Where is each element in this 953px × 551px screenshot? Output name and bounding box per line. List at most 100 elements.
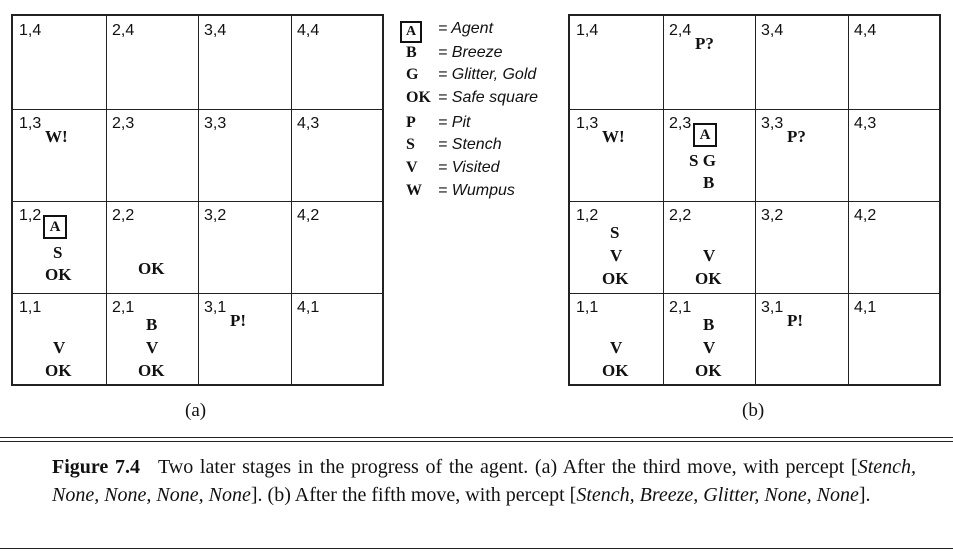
legend-definition: = Visited bbox=[438, 159, 500, 176]
legend-definition: = Breeze bbox=[438, 44, 503, 61]
cell-coordinate: 4,2 bbox=[297, 207, 320, 224]
cell-percept-mark: V bbox=[610, 246, 623, 265]
grid-line-horizontal bbox=[570, 201, 939, 202]
grid-cell-4-4: 4,4 bbox=[848, 16, 939, 109]
grid-line-vertical bbox=[198, 16, 199, 384]
grid-cell-2-3: 2,3 bbox=[106, 109, 198, 201]
cell-coordinate: 4,1 bbox=[854, 299, 877, 316]
cell-percept-mark: S bbox=[53, 243, 63, 262]
cell-coordinate: 3,4 bbox=[761, 22, 784, 39]
legend-symbol: G bbox=[406, 66, 419, 83]
cell-percept-mark: P? bbox=[695, 34, 714, 53]
grid-line-horizontal bbox=[13, 293, 382, 294]
grid-cell-1-4: 1,4 bbox=[13, 16, 106, 109]
legend-symbol: V bbox=[406, 159, 418, 176]
caption-text-2: ]. (b) After the fifth move, with percep… bbox=[250, 484, 577, 506]
grid-cell-4-3: 4,3 bbox=[848, 109, 939, 201]
agent-marker: A bbox=[693, 123, 717, 147]
cell-coordinate: 3,3 bbox=[761, 115, 784, 132]
cell-coordinate: 3,4 bbox=[204, 22, 227, 39]
cell-coordinate: 2,2 bbox=[669, 207, 692, 224]
percept-b: Stench, Breeze, Glitter, None, None bbox=[576, 484, 859, 506]
grid-line-horizontal bbox=[570, 293, 939, 294]
grid-cell-1-2: 1,2 S V OK bbox=[570, 201, 663, 293]
cell-percept-mark: B bbox=[703, 315, 715, 334]
grid-cell-2-1: 2,1 B V OK bbox=[663, 293, 755, 384]
subfigure-caption-a: (a) bbox=[185, 400, 207, 421]
cell-percept-mark: P! bbox=[787, 311, 804, 330]
grid-cell-3-2: 3,2 bbox=[755, 201, 848, 293]
legend-definition: = Safe square bbox=[438, 89, 539, 106]
cell-coordinate: 1,1 bbox=[576, 299, 599, 316]
grid-cell-1-2: 1,2 A S OK bbox=[13, 201, 106, 293]
cell-coordinate: 2,2 bbox=[112, 207, 135, 224]
caption-text-3: ]. bbox=[858, 484, 871, 506]
cell-coordinate: 4,3 bbox=[854, 115, 877, 132]
grid-line-vertical bbox=[291, 16, 292, 384]
cell-coordinate: 1,4 bbox=[19, 22, 42, 39]
cell-coordinate: 4,4 bbox=[297, 22, 320, 39]
cell-coordinate: 4,1 bbox=[297, 299, 320, 316]
cell-coordinate: 1,3 bbox=[19, 115, 42, 132]
legend-symbol: P bbox=[406, 114, 416, 131]
legend-definition: = Agent bbox=[438, 20, 494, 37]
legend-definition: = Glitter, Gold bbox=[438, 66, 537, 83]
legend-definition: = Wumpus bbox=[438, 182, 515, 199]
legend-symbol: A bbox=[400, 21, 422, 43]
figure-caption: Figure 7.4 Two later stages in the progre… bbox=[52, 453, 916, 509]
cell-percept-mark: W! bbox=[602, 127, 625, 146]
grid-cell-2-3: 2,3 A S G B bbox=[663, 109, 755, 201]
grid-cell-1-1: 1,1 V OK bbox=[570, 293, 663, 384]
cell-coordinate: 2,4 bbox=[669, 22, 692, 39]
cell-percept-mark: P? bbox=[787, 127, 806, 146]
percept-a: Stench, None, None, None, None bbox=[52, 456, 917, 506]
caption-rule-top-double bbox=[0, 441, 953, 442]
grid-cell-4-3: 4,3 bbox=[291, 109, 382, 201]
cell-percept-mark: OK bbox=[138, 259, 165, 278]
caption-rule-top bbox=[0, 437, 953, 438]
grid-line-horizontal bbox=[570, 109, 939, 110]
grid-cell-3-3: 3,3 bbox=[198, 109, 291, 201]
grid-cell-1-3: 1,3 W! bbox=[570, 109, 663, 201]
cell-coordinate: 2,3 bbox=[669, 115, 692, 132]
cell-coordinate: 2,1 bbox=[669, 299, 692, 316]
grid-cell-3-2: 3,2 bbox=[198, 201, 291, 293]
grid-line-vertical bbox=[663, 16, 664, 384]
cell-percept-mark: OK bbox=[695, 361, 722, 380]
grid-cell-3-4: 3,4 bbox=[755, 16, 848, 109]
caption-rule-bottom bbox=[0, 548, 953, 549]
grid-cell-3-1: 3,1 P! bbox=[755, 293, 848, 384]
legend-definition: = Stench bbox=[438, 136, 502, 153]
grid-cell-2-2: 2,2 V OK bbox=[663, 201, 755, 293]
cell-coordinate: 1,4 bbox=[576, 22, 599, 39]
cell-coordinate: 4,2 bbox=[854, 207, 877, 224]
cell-coordinate: 3,1 bbox=[761, 299, 784, 316]
cell-coordinate: 3,3 bbox=[204, 115, 227, 132]
cell-percept-mark: OK bbox=[138, 361, 165, 380]
grid-cell-4-2: 4,2 bbox=[291, 201, 382, 293]
legend-symbol: B bbox=[406, 44, 417, 61]
subfigure-caption-b: (b) bbox=[742, 400, 765, 421]
agent-marker: A bbox=[43, 215, 67, 239]
cell-coordinate: 1,2 bbox=[19, 207, 42, 224]
grid-cell-3-4: 3,4 bbox=[198, 16, 291, 109]
cell-percept-mark: V bbox=[610, 338, 623, 357]
grid-cell-1-4: 1,4 bbox=[570, 16, 663, 109]
cell-coordinate: 3,2 bbox=[761, 207, 784, 224]
legend-definition: = Pit bbox=[438, 114, 471, 131]
cell-coordinate: 2,3 bbox=[112, 115, 135, 132]
cell-coordinate: 1,1 bbox=[19, 299, 42, 316]
grid-cell-2-4: 2,4 P? bbox=[663, 16, 755, 109]
cell-percept-mark: OK bbox=[602, 361, 629, 380]
cell-percept-mark: P! bbox=[230, 311, 247, 330]
grid-cell-4-1: 4,1 bbox=[848, 293, 939, 384]
grid-cell-1-1: 1,1 V OK bbox=[13, 293, 106, 384]
cell-coordinate: 4,3 bbox=[297, 115, 320, 132]
cell-coordinate: 4,4 bbox=[854, 22, 877, 39]
cell-coordinate: 3,2 bbox=[204, 207, 227, 224]
cell-percept-mark: B bbox=[146, 315, 158, 334]
cell-percept-mark: S G bbox=[689, 151, 716, 170]
grid-cell-3-3: 3,3 P? bbox=[755, 109, 848, 201]
grid-b: 1,4 2,4 P? 3,4 4,4 1,3 W! 2,3 A S G B 3,3 P? 4,3 1,2 S V… bbox=[568, 14, 941, 386]
cell-percept-mark: OK bbox=[45, 361, 72, 380]
